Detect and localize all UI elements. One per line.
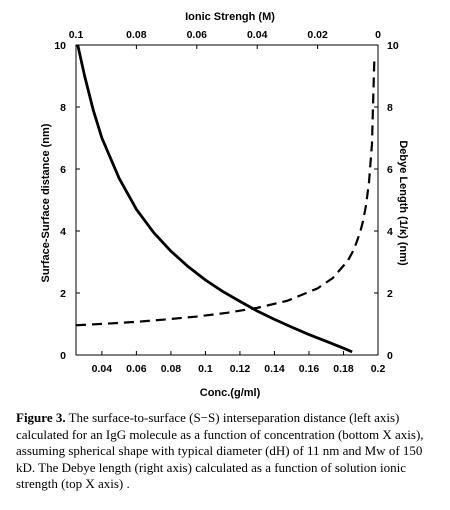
- top-axis-tick-label: 0.06: [187, 29, 208, 41]
- axis-tick-labels: 0.04 0.06 0.08 0.1 0.12 0.14 0.16 0.18 0.2 0.1 0.0…: [54, 29, 399, 375]
- bottom-axis-tick-label: 0.08: [161, 363, 182, 375]
- data-series: [75, 44, 376, 354]
- caption-label: Figure 3.: [16, 410, 66, 425]
- top-axis-tick-label: 0.08: [126, 29, 147, 41]
- top-axis-tick-label: 0.04: [247, 29, 268, 41]
- debye-length-series-line: [75, 57, 376, 327]
- bottom-axis-tick-label: 0.1: [198, 363, 213, 375]
- plot-area-border: [75, 44, 379, 356]
- bottom-axis-tick-label: 0.06: [126, 363, 147, 375]
- left-axis-tick-label: 6: [60, 164, 66, 176]
- right-axis-tick-label: 8: [387, 102, 393, 114]
- right-axis-title: Debye Length (1/κ) (nm): [397, 140, 409, 266]
- left-axis-tick-label: 10: [54, 40, 66, 52]
- right-axis-tick-label: 2: [387, 288, 393, 300]
- bottom-axis-tick-label: 0.04: [92, 363, 113, 375]
- bottom-axis-title: Conc.(g/ml): [200, 387, 261, 399]
- left-axis-tick-label: 4: [60, 226, 66, 238]
- plot-frame: [75, 44, 379, 356]
- bottom-axis-tick-label: 0.16: [299, 363, 320, 375]
- figure-caption: Figure 3. The surface-to-surface (S−S) i…: [16, 410, 436, 493]
- bottom-axis-tick-label: 0.12: [230, 363, 251, 375]
- bottom-axis-tick-label: 0.2: [371, 363, 386, 375]
- top-axis-title: Ionic Strengh (M): [185, 11, 275, 23]
- left-axis-title: Surface-Surface distance (nm): [40, 123, 52, 282]
- left-axis-tick-label: 0: [60, 350, 66, 362]
- right-axis-tick-label: 10: [387, 40, 399, 52]
- bottom-axis-tick-label: 0.18: [333, 363, 354, 375]
- right-axis-tick-label: 6: [387, 164, 393, 176]
- top-axis-tick-label: 0.02: [307, 29, 328, 41]
- left-axis-tick-label: 2: [60, 288, 66, 300]
- caption-text: The surface-to-surface (S−S) intersepara…: [16, 410, 424, 491]
- axis-ticks: [75, 44, 379, 356]
- top-axis-tick-label: 0.1: [69, 29, 84, 41]
- surface-distance-series-line: [76, 44, 353, 354]
- top-axis-tick-label: 0: [375, 29, 381, 41]
- left-axis-tick-label: 8: [60, 102, 66, 114]
- right-axis-tick-label: 4: [387, 226, 393, 238]
- bottom-axis-tick-label: 0.14: [264, 363, 285, 375]
- right-axis-tick-label: 0: [387, 350, 393, 362]
